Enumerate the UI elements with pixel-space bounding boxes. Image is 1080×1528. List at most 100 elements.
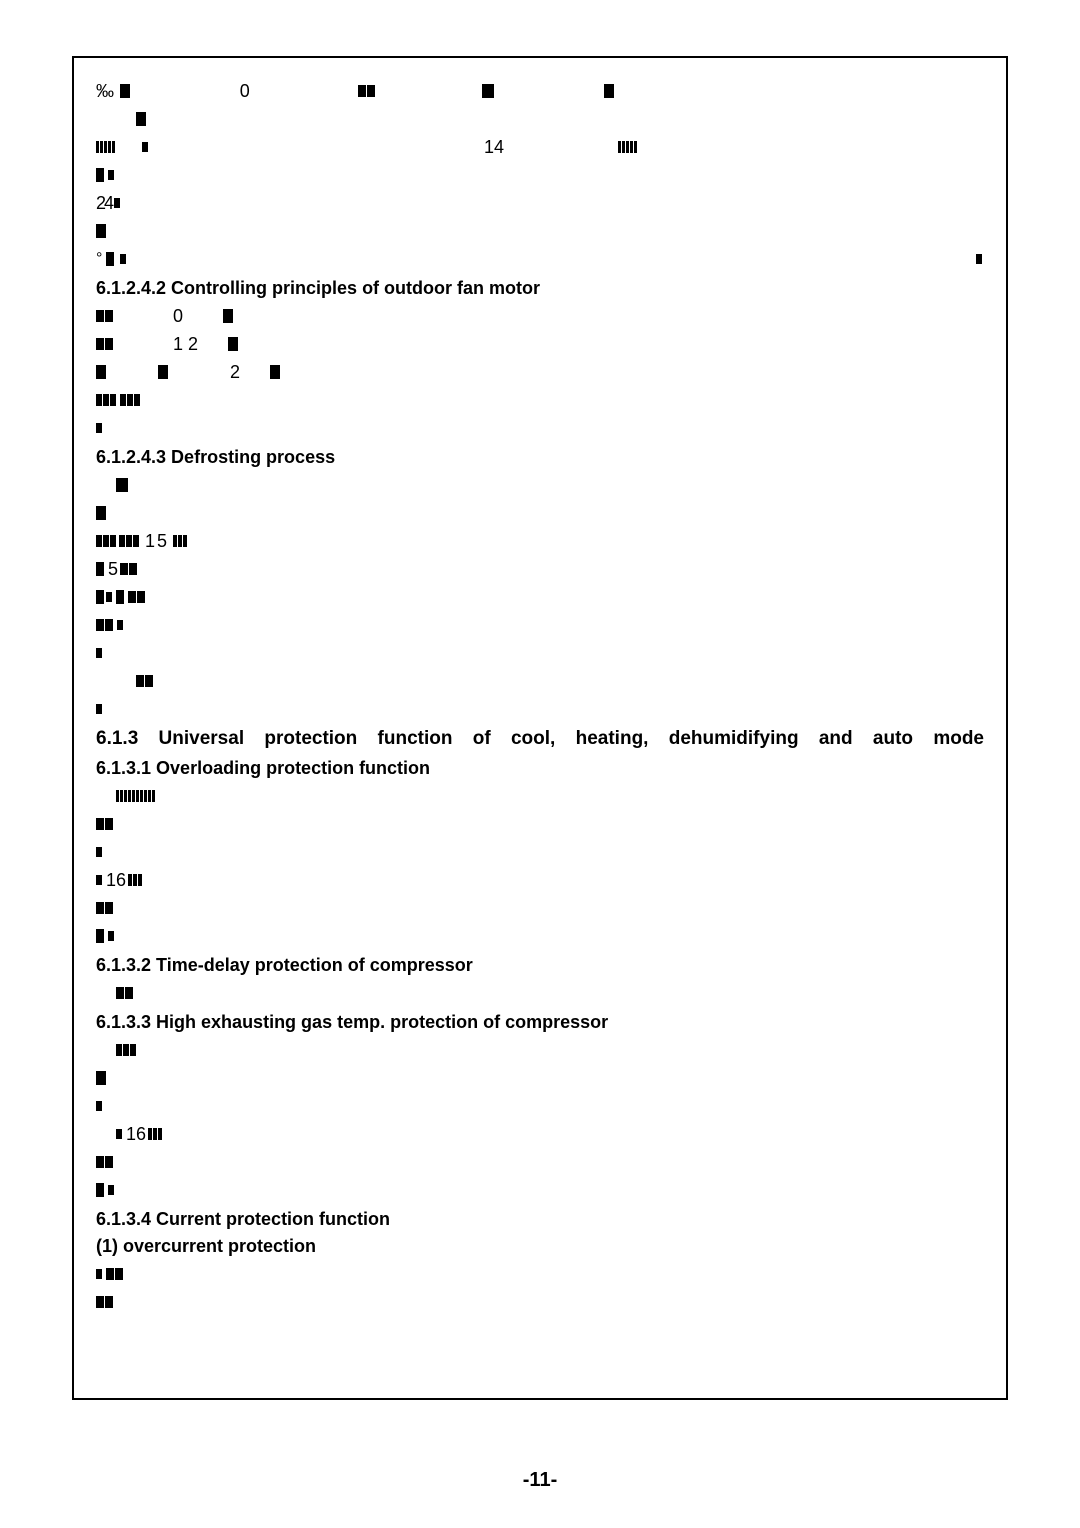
block-pair [96, 818, 113, 830]
block-glyph [142, 142, 148, 152]
digit-fifteen: 15 [145, 531, 169, 552]
garble-row [96, 785, 984, 807]
garble-row [96, 220, 984, 242]
garble-row: 1 2 [96, 333, 984, 355]
heading-6-1-3-3: 6.1.3.3 High exhausting gas temp. protec… [96, 1012, 984, 1033]
garble-row [96, 813, 984, 835]
block-glyph [96, 847, 102, 857]
garble-row: 2 [96, 361, 984, 383]
digit-sixteen: 16 [106, 870, 126, 891]
block-glyph [270, 365, 280, 379]
block-glyph [96, 224, 106, 238]
garble-row [96, 698, 984, 720]
bars-glyph [148, 1128, 162, 1140]
block-glyph [136, 112, 146, 126]
block-triple [116, 1044, 136, 1056]
page-frame: ‰ 0 14 24 ° 6.1.2. [72, 56, 1008, 1400]
block-pair [136, 675, 153, 687]
garble-row [96, 474, 984, 496]
block-glyph [96, 590, 104, 604]
garble-row [96, 1263, 984, 1285]
block-glyph [106, 252, 114, 266]
garble-row: ‰ 0 [96, 80, 984, 102]
garble-row [96, 108, 984, 130]
bars-glyph [173, 535, 187, 547]
garble-row [96, 1179, 984, 1201]
garble-row: 16 [96, 869, 984, 891]
block-pair [128, 591, 145, 603]
block-glyph [96, 929, 104, 943]
block-glyph [96, 648, 102, 658]
block-glyph [116, 1129, 122, 1139]
digit-twentyfour: 24 [96, 193, 112, 214]
block-triple [119, 535, 139, 547]
garble-row: ° [96, 248, 984, 270]
garble-row [96, 642, 984, 664]
block-glyph [604, 84, 614, 98]
block-pair [96, 1156, 113, 1168]
garble-row: 15 [96, 530, 984, 552]
degree-glyph: ° [96, 250, 102, 268]
garble-row [96, 164, 984, 186]
garble-row: 5 [96, 558, 984, 580]
block-pair [96, 1296, 113, 1308]
block-glyph [120, 254, 126, 264]
block-glyph [96, 423, 102, 433]
digit-onetwo: 1 2 [173, 334, 198, 355]
garble-row [96, 614, 984, 636]
block-pair [116, 987, 133, 999]
block-glyph [96, 1071, 106, 1085]
heading-6-1-3-2: 6.1.3.2 Time-delay protection of compres… [96, 955, 984, 976]
heading-6-1-2-4-3: 6.1.2.4.3 Defrosting process [96, 447, 984, 468]
digit-fourteen: 14 [484, 137, 504, 158]
block-triple [120, 394, 140, 406]
block-glyph [96, 875, 102, 885]
garble-row [96, 1095, 984, 1117]
heading-6-1-3: 6.1.3 Universal protection function of c… [96, 728, 984, 750]
block-glyph [117, 620, 123, 630]
block-pair [358, 85, 375, 97]
garble-row [96, 1291, 984, 1313]
block-glyph [96, 506, 106, 520]
digit-zero: 0 [240, 81, 250, 102]
block-glyph [228, 337, 238, 351]
garble-row [96, 417, 984, 439]
page-number: -11- [0, 1469, 1080, 1492]
block-glyph [96, 1183, 104, 1197]
garble-row: 16 [96, 1123, 984, 1145]
digit-five: 5 [108, 559, 118, 580]
block-glyph [158, 365, 168, 379]
block-glyph [96, 1101, 102, 1111]
garble-row [96, 897, 984, 919]
block-pair [96, 619, 113, 631]
bars-glyph [96, 141, 115, 153]
bars-glyph [116, 790, 155, 802]
garble-row [96, 670, 984, 692]
block-glyph [96, 562, 104, 576]
digit-two: 2 [230, 362, 240, 383]
garble-row [96, 1039, 984, 1061]
garble-row: 13 14 15 [96, 586, 984, 608]
block-pair [106, 1268, 123, 1280]
garble-row: 14 [96, 136, 984, 158]
block-glyph [116, 478, 128, 492]
block-glyph [108, 931, 114, 941]
block-glyph [108, 1185, 114, 1195]
block-glyph [120, 84, 130, 98]
block-glyph [96, 168, 104, 182]
garble-row [96, 389, 984, 411]
garble-row [96, 502, 984, 524]
digit-sixteen: 16 [126, 1124, 146, 1145]
block-triple [96, 394, 116, 406]
heading-6-1-3-1: 6.1.3.1 Overloading protection function [96, 758, 984, 779]
garble-row: 0 [96, 305, 984, 327]
bars-glyph [128, 874, 142, 886]
garble-row [96, 1067, 984, 1089]
block-triple [96, 535, 116, 547]
block-pair [120, 563, 137, 575]
bars-glyph [618, 141, 637, 153]
garble-row: 24 [96, 192, 984, 214]
block-glyph [976, 254, 982, 264]
block-glyph [96, 1269, 102, 1279]
digit-zero: 0 [173, 306, 183, 327]
